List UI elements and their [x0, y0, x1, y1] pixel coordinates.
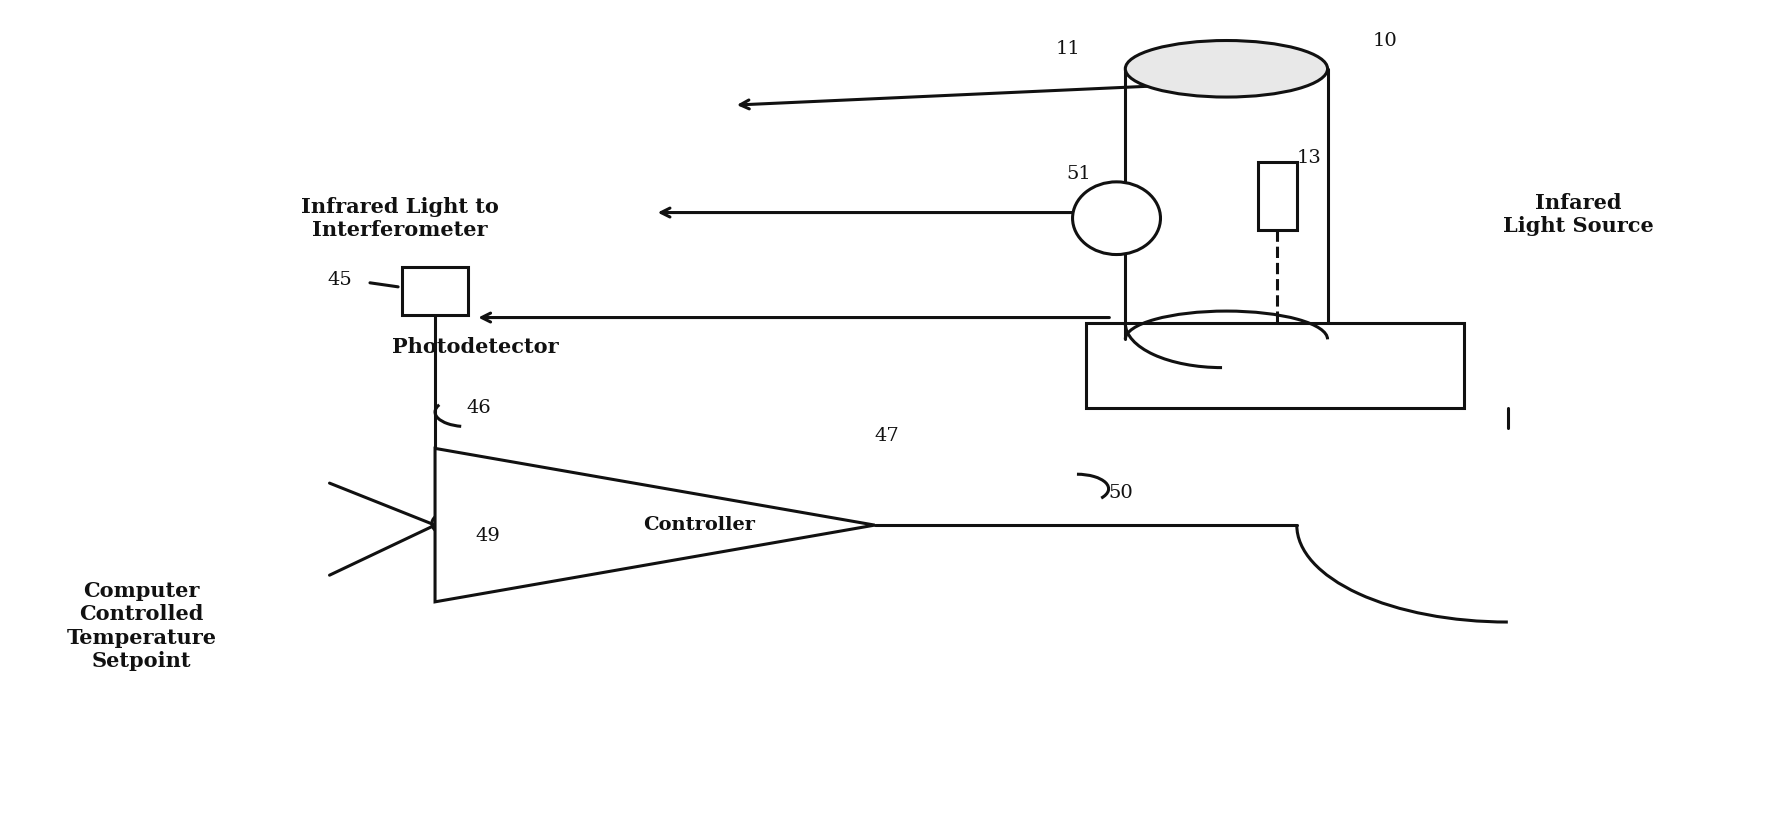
- Polygon shape: [435, 448, 875, 602]
- Ellipse shape: [1126, 41, 1327, 97]
- Text: Infrared Light to
Interferometer: Infrared Light to Interferometer: [300, 197, 498, 240]
- Text: 13: 13: [1297, 149, 1322, 166]
- Text: Photodetector: Photodetector: [392, 338, 558, 357]
- Text: 50: 50: [1108, 484, 1133, 502]
- Text: 45: 45: [327, 272, 352, 290]
- Text: 49: 49: [475, 526, 500, 544]
- Text: 10: 10: [1373, 32, 1398, 50]
- Text: 51: 51: [1066, 165, 1090, 183]
- Text: Infared
Light Source: Infared Light Source: [1502, 193, 1654, 236]
- Text: Computer
Controlled
Temperature
Setpoint: Computer Controlled Temperature Setpoint: [67, 581, 216, 671]
- Ellipse shape: [1073, 182, 1161, 255]
- Text: Controller: Controller: [643, 516, 755, 534]
- Bar: [1085, 323, 1463, 408]
- Text: 46: 46: [466, 399, 491, 417]
- Text: 47: 47: [875, 428, 899, 446]
- Text: 11: 11: [1057, 40, 1081, 58]
- Bar: [1258, 162, 1297, 230]
- Bar: [401, 267, 468, 315]
